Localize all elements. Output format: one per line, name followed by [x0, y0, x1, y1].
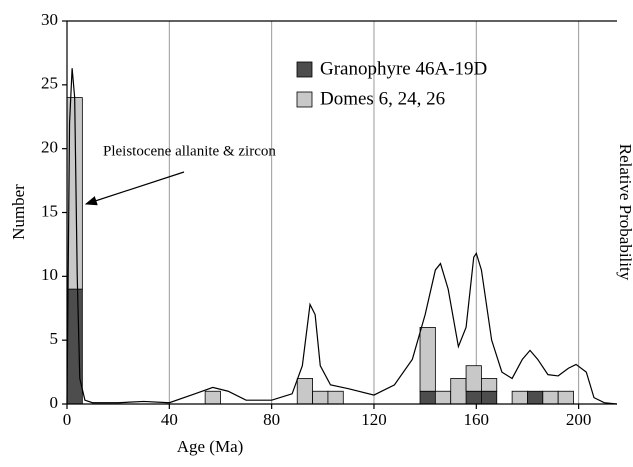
bar — [450, 378, 467, 405]
legend: Granophyre 46A-19D Domes 6, 24, 26 — [296, 58, 487, 109]
y-tick-label: 15 — [41, 201, 58, 220]
x-tick-label: 40 — [161, 410, 178, 429]
bar — [542, 390, 559, 405]
legend-label: Domes 6, 24, 26 — [320, 88, 445, 109]
curve-layer — [66, 68, 618, 405]
x-tick-label: 160 — [464, 410, 490, 429]
bar — [312, 390, 329, 405]
grid-layer — [168, 21, 580, 404]
bar — [511, 390, 528, 405]
bar — [296, 378, 313, 405]
bar — [527, 390, 544, 405]
annotation: Pleistocene allanite & zircon — [103, 143, 276, 159]
bar — [465, 365, 482, 392]
bar — [481, 378, 498, 392]
y-tick-label: 30 — [41, 10, 58, 29]
probability-curve — [66, 68, 618, 405]
x-tick-label: 0 — [63, 410, 72, 429]
y-tick-label: 25 — [41, 74, 58, 93]
bar — [434, 390, 452, 405]
bar — [419, 390, 436, 405]
y-tick-label: 10 — [41, 265, 58, 284]
bar — [204, 390, 221, 405]
bar — [557, 390, 574, 405]
x-tick-label: 80 — [263, 410, 280, 429]
legend-swatch — [296, 91, 313, 108]
axes-layer: 0 40 80 120 160 200 0 5 10 15 20 25 30 — [41, 10, 617, 429]
y-tick-label: 20 — [41, 138, 58, 157]
y2-axis-label: Relative Probability — [616, 144, 633, 281]
bar — [327, 390, 344, 405]
annotation-arrow — [84, 171, 185, 206]
bar — [419, 326, 436, 392]
legend-swatch — [296, 61, 313, 78]
bars-layer — [66, 97, 574, 405]
y-axis-label: Number — [9, 184, 28, 240]
y-tick-label: 5 — [50, 329, 59, 348]
legend-label: Granophyre 46A-19D — [320, 58, 487, 79]
x-axis-label: Age (Ma) — [177, 437, 244, 456]
x-tick-label: 120 — [361, 410, 387, 429]
bar — [465, 390, 482, 405]
bar — [66, 288, 83, 405]
y-tick-label: 0 — [50, 393, 59, 412]
x-tick-label: 200 — [566, 410, 592, 429]
bar — [481, 390, 498, 405]
